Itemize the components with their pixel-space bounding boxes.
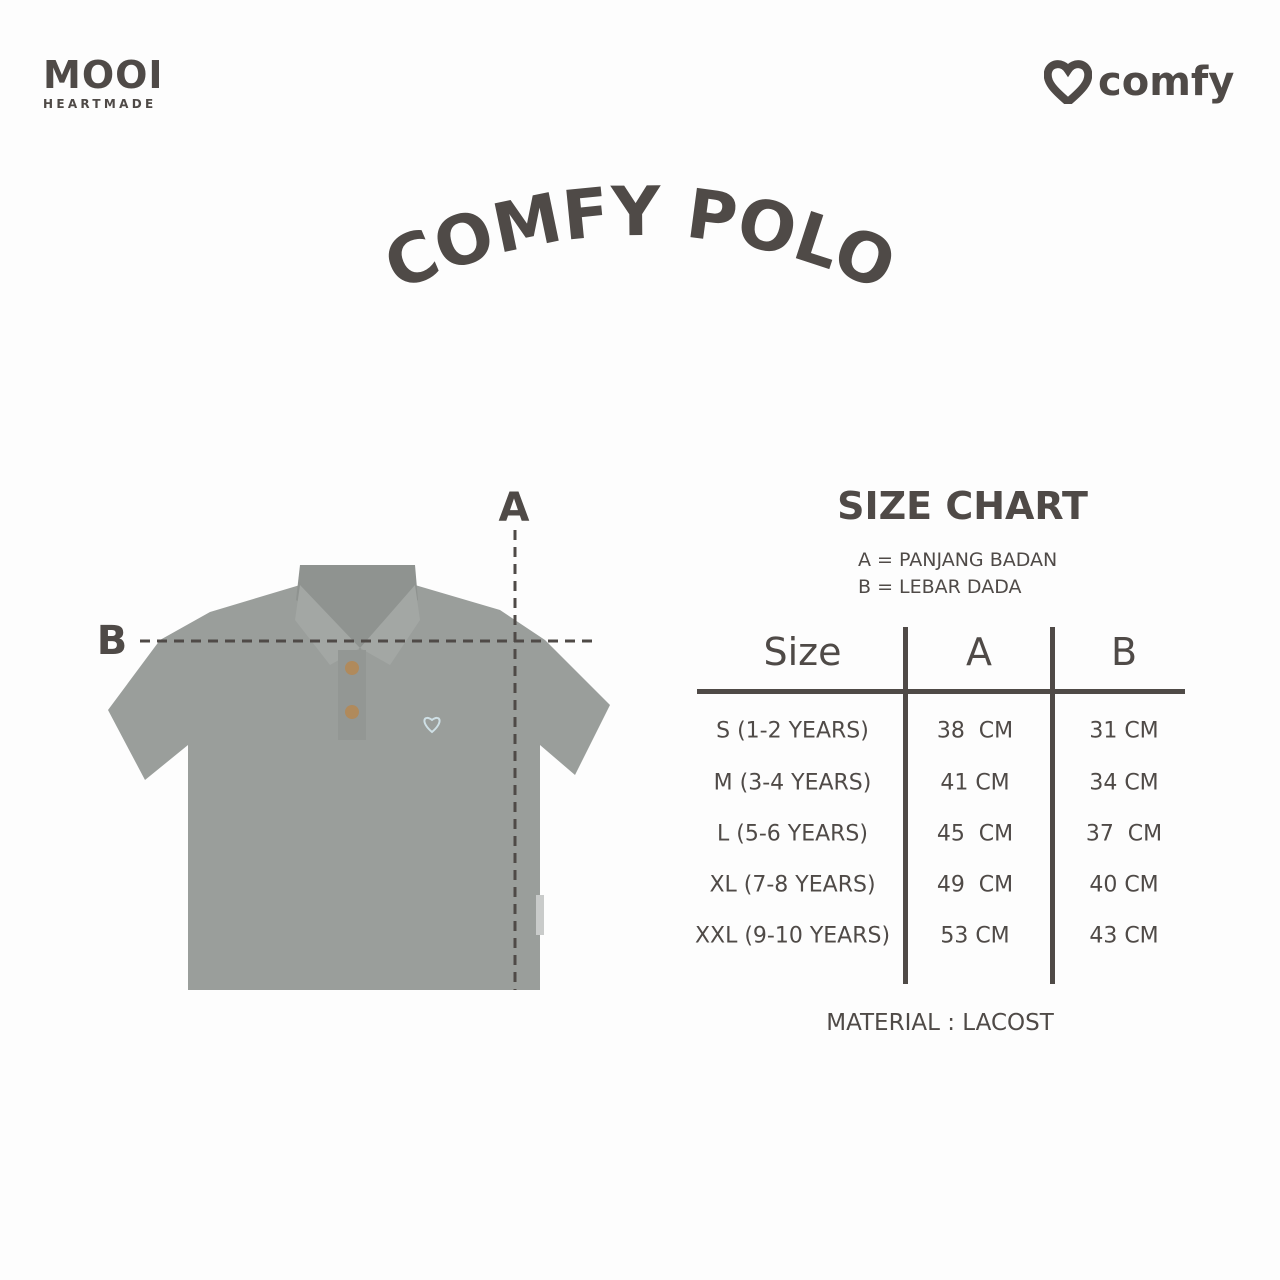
legend-a: A = PANJANG BADAN (858, 549, 1058, 571)
table-header-divider (697, 689, 1185, 694)
row-a-value: 49 CM (936, 872, 1014, 898)
heart-icon (1044, 60, 1092, 104)
row-size: XL (7-8 YEARS) (709, 872, 876, 898)
legend-b: B = LEBAR DADA (858, 576, 1022, 598)
product-title: COMFY POLO (374, 173, 906, 307)
row-size: M (3-4 YEARS) (713, 770, 872, 796)
header-a: A (966, 630, 992, 674)
table-column-divider (1050, 627, 1055, 984)
header-b: B (1110, 630, 1138, 674)
row-b-value: 34 CM (1089, 770, 1159, 796)
size-chart-title: SIZE CHART (837, 484, 1088, 528)
row-size: S (1-2 YEARS) (716, 718, 869, 744)
polo-shirt-image (108, 565, 610, 990)
row-b-value: 40 CM (1089, 872, 1159, 898)
polo-shirt-diagram (108, 530, 610, 990)
row-b-value: 43 CM (1089, 923, 1159, 949)
row-a-value: 41 CM (940, 770, 1010, 796)
logo-word: comfy (1098, 59, 1235, 105)
row-b-value: 37 CM (1085, 821, 1163, 847)
label-a: A (498, 485, 530, 531)
comfy-logo: comfy (1044, 60, 1234, 104)
material-label: MATERIAL : LACOST (826, 1010, 1054, 1036)
row-a-value: 38 CM (936, 718, 1014, 744)
mooi-logo: MOOI HEARTMADE (43, 56, 164, 111)
logo-tagline: HEARTMADE (43, 97, 157, 111)
logo-name: MOOI (43, 53, 164, 97)
row-size: L (5-6 YEARS) (717, 821, 868, 847)
row-a-value: 53 CM (940, 923, 1010, 949)
label-b: B (96, 618, 128, 664)
row-size: XXL (9-10 YEARS) (694, 923, 891, 949)
row-a-value: 45 CM (936, 821, 1014, 847)
header-size: Size (763, 630, 842, 674)
row-b-value: 31 CM (1089, 718, 1159, 744)
table-column-divider (903, 627, 908, 984)
